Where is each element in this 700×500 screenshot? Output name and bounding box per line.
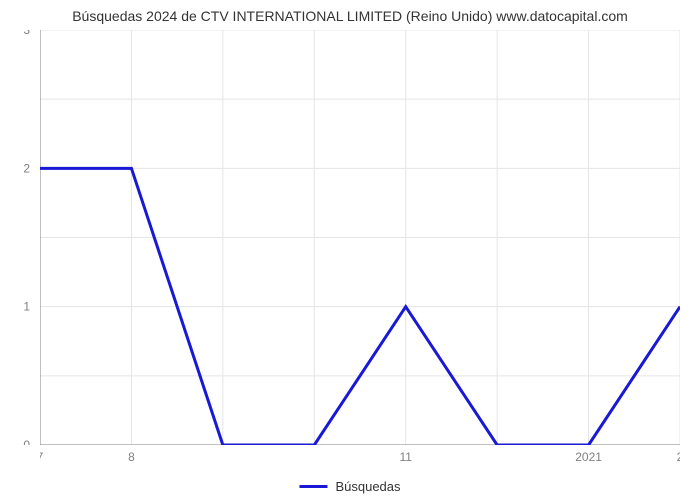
legend-swatch (299, 485, 327, 488)
chart-svg (40, 30, 680, 445)
svg-text:7: 7 (40, 450, 44, 464)
svg-text:2: 2 (677, 450, 680, 464)
svg-text:8: 8 (128, 450, 135, 464)
y-axis-labels: 0 1 2 3 (0, 30, 40, 445)
svg-text:2021: 2021 (575, 450, 602, 464)
legend: Búsquedas (299, 479, 400, 494)
svg-text:3: 3 (23, 30, 30, 37)
legend-label: Búsquedas (335, 479, 400, 494)
plot-area (40, 30, 680, 445)
chart-title: Búsquedas 2024 de CTV INTERNATIONAL LIMI… (0, 0, 700, 24)
chart-container: Búsquedas 2024 de CTV INTERNATIONAL LIMI… (0, 0, 700, 500)
svg-text:2: 2 (23, 161, 30, 175)
svg-text:0: 0 (23, 438, 30, 445)
x-axis-labels: 7 8 11 2021 2 (40, 445, 680, 475)
svg-text:11: 11 (399, 450, 412, 464)
svg-text:1: 1 (23, 300, 30, 314)
